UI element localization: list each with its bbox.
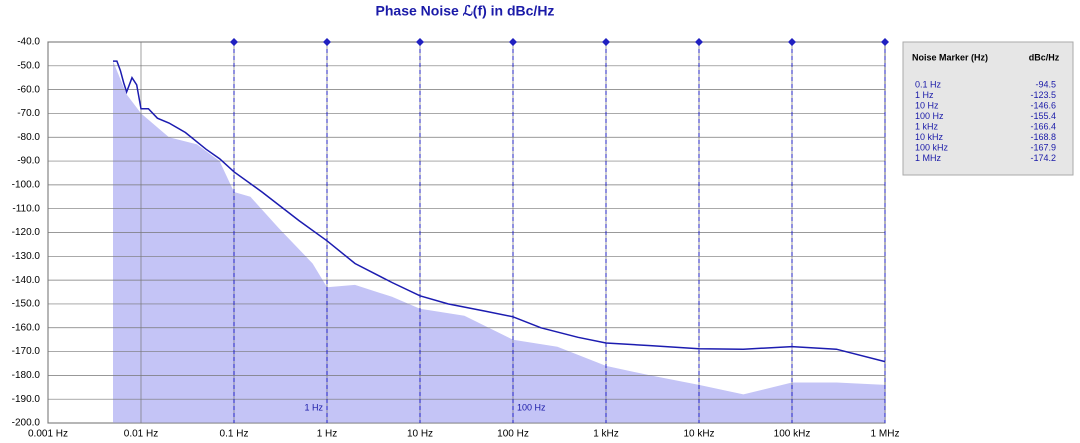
x-tick-label: 10 Hz [407, 429, 433, 440]
marker-freq: 100 Hz [915, 111, 944, 121]
y-tick-label: -60.0 [17, 84, 40, 95]
marker-header: Noise Marker (Hz) [912, 52, 988, 62]
marker-value: -167.9 [1030, 142, 1056, 152]
marker-value: -174.2 [1030, 153, 1056, 163]
marker-diamond [509, 38, 517, 46]
y-tick-label: -90.0 [17, 156, 40, 167]
marker-value: -166.4 [1030, 121, 1056, 131]
x-tick-label: 0.01 Hz [124, 429, 158, 440]
y-tick-label: -170.0 [12, 346, 41, 357]
marker-value: -146.6 [1030, 100, 1056, 110]
marker-label: 100 Hz [517, 402, 546, 412]
marker-diamond [416, 38, 424, 46]
marker-header: dBc/Hz [1029, 52, 1060, 62]
marker-freq: 100 kHz [915, 142, 949, 152]
marker-freq: 10 kHz [915, 132, 944, 142]
marker-diamond [788, 38, 796, 46]
marker-diamond [230, 38, 238, 46]
y-tick-label: -160.0 [12, 322, 41, 333]
marker-freq: 1 Hz [915, 90, 934, 100]
y-tick-label: -100.0 [12, 180, 41, 191]
marker-diamond [695, 38, 703, 46]
x-tick-label: 1 MHz [871, 429, 900, 440]
marker-freq: 1 kHz [915, 121, 939, 131]
y-tick-label: -110.0 [12, 203, 40, 214]
marker-freq: 10 Hz [915, 100, 939, 110]
x-tick-label: 10 kHz [683, 429, 714, 440]
area [113, 61, 885, 423]
x-tick-label: 0.001 Hz [28, 429, 68, 440]
y-tick-label: -40.0 [17, 37, 40, 48]
chart-title: Phase Noise ℒ(f) in dBc/Hz [376, 3, 555, 19]
marker-diamond [881, 38, 889, 46]
y-tick-label: -70.0 [17, 108, 40, 119]
y-tick-label: -150.0 [12, 299, 41, 310]
marker-panel [902, 41, 1074, 176]
x-tick-label: 100 Hz [497, 429, 529, 440]
marker-value: -155.4 [1030, 111, 1056, 121]
y-tick-label: -50.0 [17, 60, 40, 71]
marker-freq: 0.1 Hz [915, 79, 942, 89]
marker-diamond [602, 38, 610, 46]
marker-value: -168.8 [1030, 132, 1056, 142]
x-tick-label: 0.1 Hz [220, 429, 249, 440]
y-tick-label: -120.0 [12, 227, 41, 238]
y-tick-label: -130.0 [12, 251, 41, 262]
y-tick-label: -190.0 [12, 394, 41, 405]
line [113, 60, 886, 363]
marker-value: -94.5 [1035, 79, 1056, 89]
x-tick-label: 1 Hz [317, 429, 338, 440]
x-tick-label: 100 kHz [774, 429, 811, 440]
marker-diamond [323, 38, 331, 46]
marker-label: 1 Hz [304, 402, 323, 412]
y-tick-label: -180.0 [12, 370, 41, 381]
y-tick-label: -200.0 [12, 418, 41, 429]
y-tick-label: -140.0 [12, 275, 41, 286]
marker-value: -123.5 [1030, 90, 1056, 100]
x-tick-label: 1 kHz [593, 429, 619, 440]
marker-freq: 1 MHz [915, 153, 942, 163]
y-tick-label: -80.0 [17, 132, 40, 143]
